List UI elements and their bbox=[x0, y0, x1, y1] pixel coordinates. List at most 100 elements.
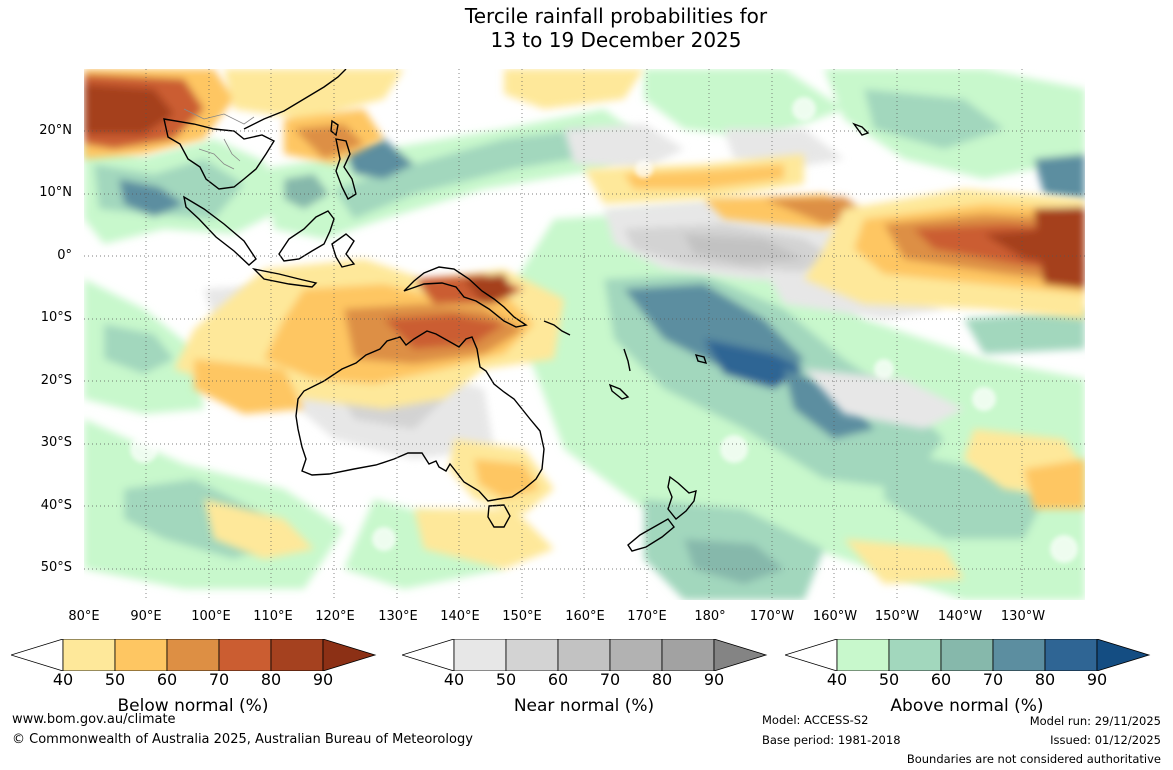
speckle-texture bbox=[130, 97, 1078, 563]
colorbar-near-swatch-6 bbox=[713, 639, 768, 671]
colorbar-near-swatch-2 bbox=[505, 639, 559, 671]
lon-label-130e: 130°E bbox=[378, 609, 418, 624]
lon-label-150w: 150°W bbox=[874, 609, 920, 624]
lat-label-50s: 50°S bbox=[40, 560, 72, 575]
colorbar-above-swatch-1 bbox=[836, 639, 890, 671]
colorbar-near-swatch-1 bbox=[453, 639, 507, 671]
lon-label-170w: 170°W bbox=[749, 609, 795, 624]
lat-label-20n: 20°N bbox=[39, 123, 72, 138]
indochina-coast bbox=[163, 118, 275, 190]
model-run-text: Model run: 29/11/2025 bbox=[1029, 714, 1161, 728]
colorbar-below-swatch-4 bbox=[218, 639, 272, 671]
lon-label-100e: 100°E bbox=[191, 609, 231, 624]
lon-label-170e: 170°E bbox=[627, 609, 667, 624]
lon-label-80e: 80°E bbox=[68, 609, 100, 624]
colorbar-above-label: Above normal (%) bbox=[890, 696, 1044, 716]
map-title: Tercile rainfall probabilities for 13 to… bbox=[0, 4, 1173, 52]
sulawesi-coast bbox=[331, 233, 356, 268]
colorbar-above-swatch-0 bbox=[785, 639, 838, 671]
colorbar-near-normal bbox=[402, 639, 768, 671]
colorbar-above-swatch-4 bbox=[992, 639, 1046, 671]
colorbar-above-tick-40: 40 bbox=[826, 670, 848, 689]
colorbar-below-swatch-1 bbox=[62, 639, 116, 671]
colorbar-below-swatch-5 bbox=[270, 639, 324, 671]
taiwan-coast bbox=[330, 119, 339, 137]
base-period-text: Base period: 1981-2018 bbox=[762, 733, 901, 747]
above-normal-patches bbox=[84, 69, 1085, 600]
colorbar-near-swatch-4 bbox=[609, 639, 663, 671]
colorbar-near-tick-70: 70 bbox=[599, 670, 621, 689]
colorbar-above-tick-70: 70 bbox=[982, 670, 1004, 689]
gridlines bbox=[84, 69, 1085, 600]
colorbar-near-tick-40: 40 bbox=[443, 670, 465, 689]
colorbar-above-swatch-6 bbox=[1096, 639, 1151, 671]
coastlines bbox=[163, 69, 870, 552]
colorbar-near-swatch-0 bbox=[402, 639, 455, 671]
colorbar-above-tick-90: 90 bbox=[1086, 670, 1108, 689]
colorbar-near-tick-60: 60 bbox=[547, 670, 569, 689]
issued-text: Issued: 01/12/2025 bbox=[1050, 733, 1161, 747]
borders bbox=[183, 108, 255, 170]
lat-label-20s: 20°S bbox=[40, 373, 72, 388]
colorbar-below-tick-80: 80 bbox=[260, 670, 282, 689]
colorbar-below-tick-50: 50 bbox=[104, 670, 126, 689]
colorbar-below-tick-40: 40 bbox=[52, 670, 74, 689]
colorbar-above-tick-80: 80 bbox=[1034, 670, 1056, 689]
website-link[interactable]: www.bom.gov.au/climate bbox=[12, 712, 176, 727]
colorbar-above-normal bbox=[785, 639, 1151, 671]
colorbar-below-tick-70: 70 bbox=[208, 670, 230, 689]
java-coast bbox=[251, 267, 318, 288]
lon-label-160e: 160°E bbox=[565, 609, 605, 624]
colorbar-below-label: Below normal (%) bbox=[117, 696, 269, 716]
new-zealand-south-coast bbox=[627, 518, 675, 552]
colorbar-near-label: Near normal (%) bbox=[513, 696, 655, 716]
borneo-coast bbox=[278, 210, 335, 262]
colorbar-below-swatch-2 bbox=[114, 639, 168, 671]
copyright-text: © Commonwealth of Australia 2025, Austra… bbox=[12, 732, 473, 747]
lon-label-160w: 160°W bbox=[812, 609, 858, 624]
disclaimer-text: Boundaries are not considered authoritat… bbox=[906, 752, 1161, 766]
title-line-1: Tercile rainfall probabilities for bbox=[464, 4, 768, 28]
sumatra-coast bbox=[183, 195, 257, 266]
colorbar-above-tick-60: 60 bbox=[930, 670, 952, 689]
new-guinea-coast bbox=[403, 266, 528, 328]
model-text: Model: ACCESS-S2 bbox=[762, 713, 869, 727]
map-canvas bbox=[84, 69, 1085, 600]
lon-label-140e: 140°E bbox=[440, 609, 480, 624]
colorbar-above-tick-50: 50 bbox=[878, 670, 900, 689]
below-normal-patches bbox=[84, 69, 1085, 584]
lat-label-10n: 10°N bbox=[39, 185, 72, 200]
colorbar-near-tick-90: 90 bbox=[703, 670, 725, 689]
colorbar-below-swatch-0 bbox=[11, 639, 64, 671]
lon-label-90e: 90°E bbox=[130, 609, 162, 624]
new-zealand-north-coast bbox=[667, 475, 697, 520]
lon-label-140w: 140°W bbox=[937, 609, 983, 624]
colorbar-above-swatch-3 bbox=[940, 639, 994, 671]
lon-label-180: 180° bbox=[694, 609, 726, 624]
colorbar-below-swatch-6 bbox=[322, 639, 377, 671]
china-coast bbox=[243, 69, 347, 130]
lon-label-150e: 150°E bbox=[502, 609, 542, 624]
lon-label-130w: 130°W bbox=[1000, 609, 1046, 624]
australia-coast bbox=[295, 330, 545, 502]
colorbar-near-swatch-5 bbox=[661, 639, 715, 671]
lat-label-10s: 10°S bbox=[40, 310, 72, 325]
new-caledonia-coast bbox=[608, 383, 630, 400]
title-line-2: 13 to 19 December 2025 bbox=[490, 28, 742, 52]
lon-label-120e: 120°E bbox=[315, 609, 355, 624]
colorbar-near-tick-80: 80 bbox=[651, 670, 673, 689]
lat-label-40s: 40°S bbox=[40, 498, 72, 513]
lon-label-110e: 110°E bbox=[253, 609, 293, 624]
solomon-islands-coast bbox=[543, 320, 571, 336]
colorbar-below-swatch-3 bbox=[166, 639, 220, 671]
lat-label-30s: 30°S bbox=[40, 435, 72, 450]
colorbar-below-tick-90: 90 bbox=[312, 670, 334, 689]
fiji-coast bbox=[694, 354, 708, 364]
tasmania-coast bbox=[487, 504, 511, 528]
hawaii-coast bbox=[852, 122, 870, 136]
probability-map bbox=[84, 69, 1085, 600]
colorbar-near-swatch-3 bbox=[557, 639, 611, 671]
colorbar-below-tick-60: 60 bbox=[156, 670, 178, 689]
colorbar-below-normal bbox=[11, 639, 377, 671]
colorbar-above-swatch-5 bbox=[1044, 639, 1098, 671]
